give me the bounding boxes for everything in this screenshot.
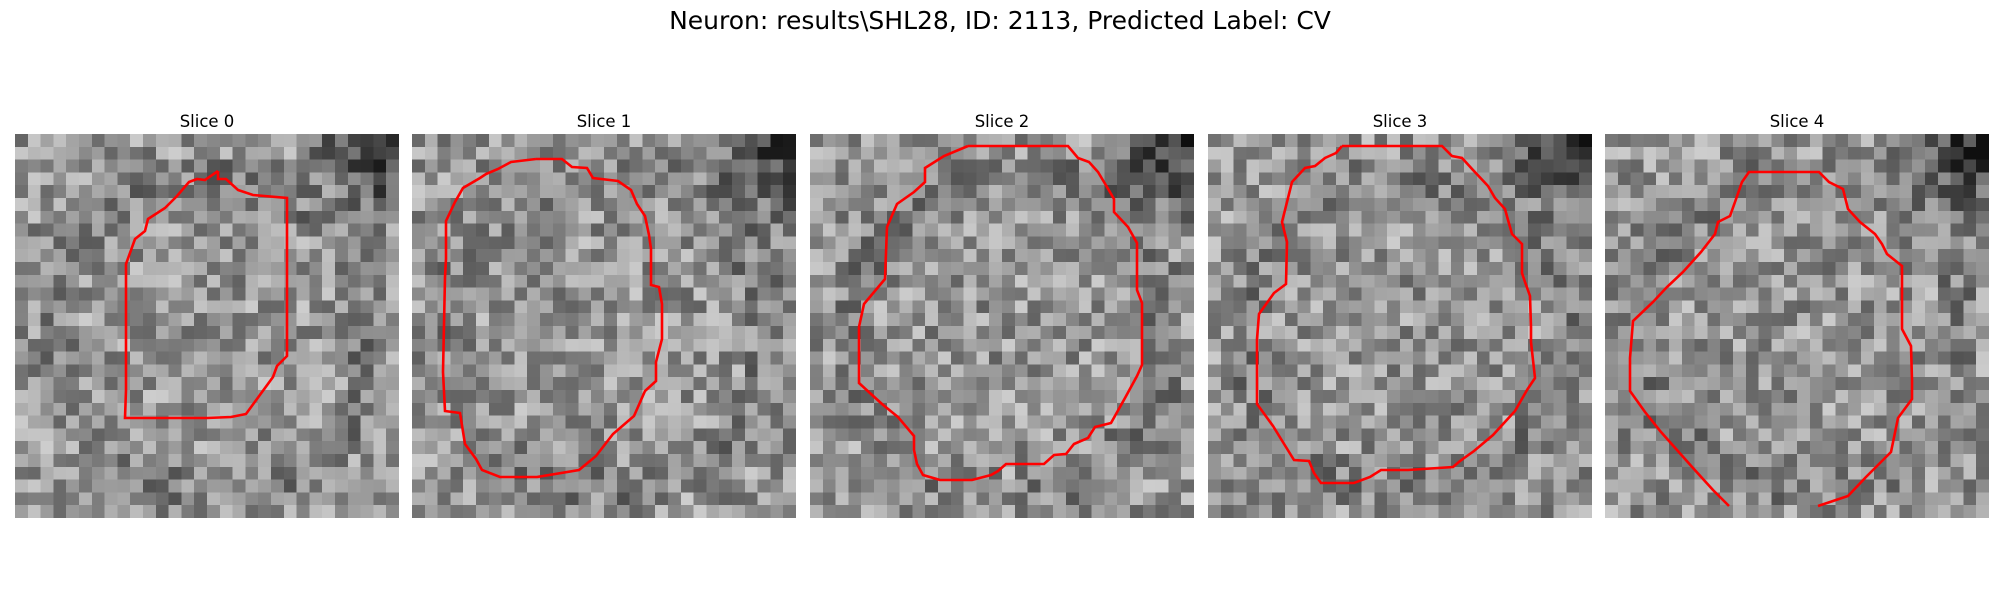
cell-contour	[1208, 134, 1592, 518]
slice-image	[810, 134, 1194, 518]
slice-panel-1: Slice 1	[412, 111, 796, 133]
figure-title: Neuron: results\SHL28, ID: 2113, Predict…	[0, 6, 2000, 35]
slice-image	[15, 134, 399, 518]
slice-panel-0: Slice 0	[15, 111, 399, 133]
cell-contour	[810, 134, 1194, 518]
slice-title: Slice 3	[1208, 111, 1592, 133]
slice-panel-4: Slice 4	[1605, 111, 1989, 133]
slice-title: Slice 2	[810, 111, 1194, 133]
cell-contour	[412, 134, 796, 518]
slice-image	[1605, 134, 1989, 518]
slice-image	[1208, 134, 1592, 518]
slice-title: Slice 4	[1605, 111, 1989, 133]
slice-image	[412, 134, 796, 518]
slice-panel-2: Slice 2	[810, 111, 1194, 133]
slice-panel-3: Slice 3	[1208, 111, 1592, 133]
slice-title: Slice 1	[412, 111, 796, 133]
cell-contour	[1605, 134, 1989, 518]
cell-contour	[15, 134, 399, 518]
slice-title: Slice 0	[15, 111, 399, 133]
